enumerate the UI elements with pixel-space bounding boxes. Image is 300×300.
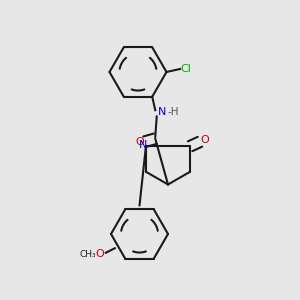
Text: N: N bbox=[158, 107, 166, 117]
Text: -H: -H bbox=[167, 107, 179, 117]
Text: N: N bbox=[139, 140, 147, 150]
Text: CH₃: CH₃ bbox=[80, 250, 96, 259]
Text: O: O bbox=[201, 135, 209, 145]
Text: Cl: Cl bbox=[181, 64, 191, 74]
Text: O: O bbox=[95, 249, 104, 259]
Text: O: O bbox=[135, 137, 144, 147]
